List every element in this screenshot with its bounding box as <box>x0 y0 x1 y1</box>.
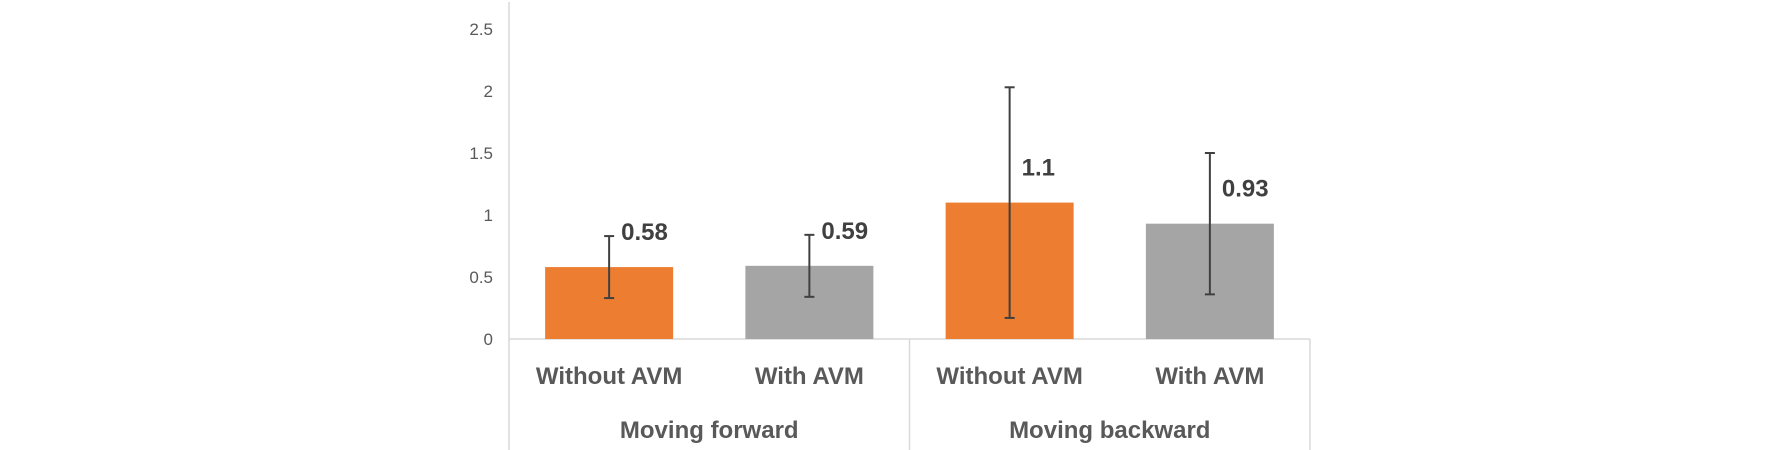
category-label: With AVM <box>755 363 864 390</box>
y-tick-label: 0 <box>484 330 493 349</box>
group-label: Moving backward <box>1009 417 1210 444</box>
category-label: Without AVM <box>536 363 682 390</box>
group-label: Moving forward <box>620 417 799 444</box>
data-label: 0.58 <box>621 219 668 246</box>
category-label: Without AVM <box>936 363 1082 390</box>
y-tick-label: 2 <box>484 82 493 101</box>
data-label: 0.93 <box>1222 176 1269 203</box>
y-tick-label: 0.5 <box>469 268 493 287</box>
category-label: With AVM <box>1155 363 1264 390</box>
y-tick-label: 1.5 <box>469 144 493 163</box>
y-tick-label: 2.5 <box>469 20 493 39</box>
data-label: 0.59 <box>821 218 868 245</box>
y-tick-label: 1 <box>484 206 493 225</box>
data-label: 1.1 <box>1022 155 1055 182</box>
